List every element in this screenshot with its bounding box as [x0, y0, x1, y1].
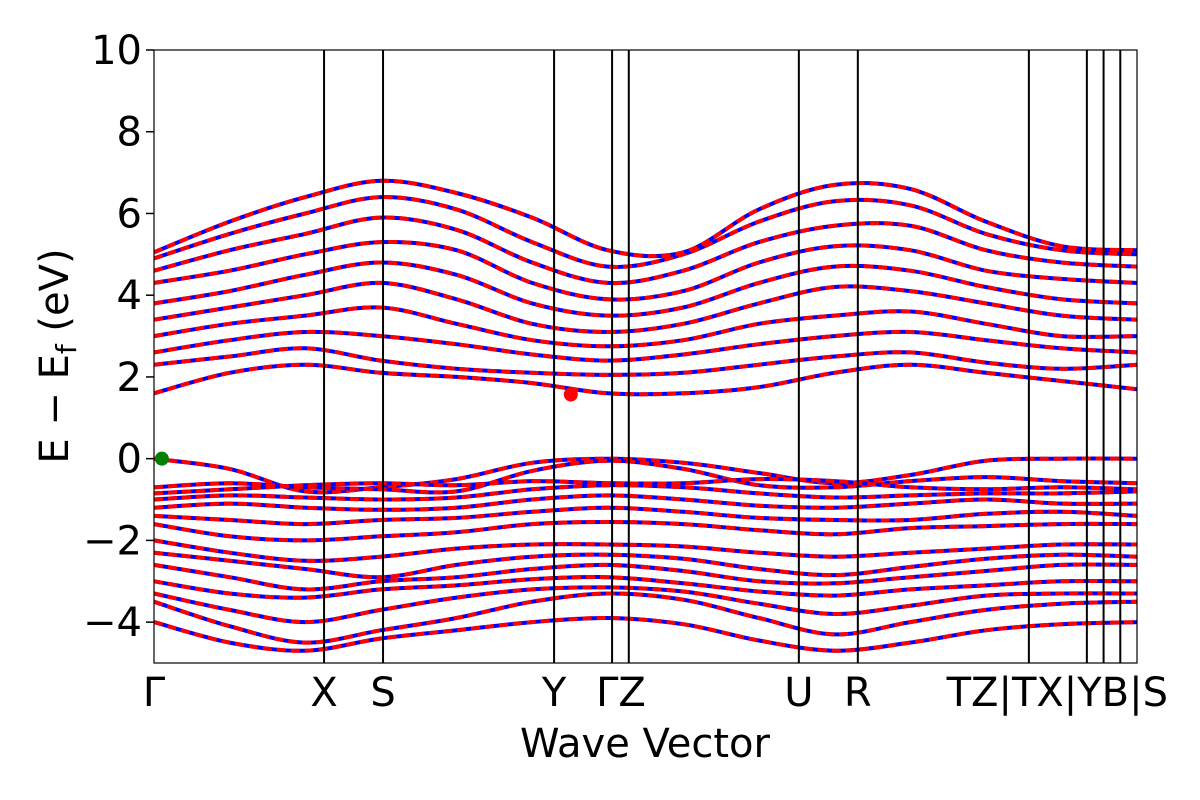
conduction-band-5-spin-up — [153, 280, 1138, 335]
y-tick-label: 10 — [91, 28, 142, 74]
vbm-marker — [154, 451, 169, 466]
y-axis-label-subscript: f — [50, 343, 83, 354]
x-tick-label: TZ|TX|YB|S — [946, 670, 1168, 716]
conduction-band-4-spin-up — [153, 305, 1138, 349]
cbm-marker — [563, 387, 578, 402]
valence-band-10-spin-up — [153, 562, 1138, 592]
conduction-band-9-spin-up — [153, 195, 1138, 269]
valence-band-3-spin-up — [153, 477, 1138, 496]
x-tick-label: Y — [541, 670, 567, 716]
y-tick-label: −2 — [83, 518, 142, 564]
conduction-band-10-spin-up — [153, 178, 1138, 259]
valence-band-2-spin-up — [153, 458, 1138, 495]
conduction-band-1-spin-down — [153, 362, 1138, 397]
y-axis-label: E − Ef (eV) — [32, 248, 83, 463]
valence-band-12-spin-up — [153, 585, 1138, 625]
x-axis-ticks: Γ X S Y ΓZ U R TZ|TX|YB|S — [143, 670, 1168, 716]
conduction-band-6-spin-up — [153, 260, 1138, 318]
valence-band-7-spin-up — [153, 519, 1138, 543]
y-tick-label: 0 — [117, 437, 142, 483]
y-tick-label: 8 — [117, 110, 142, 156]
plot-frame — [153, 49, 1138, 664]
valence-band-1-spin-up — [153, 456, 1138, 495]
x-axis-label: Wave Vector — [520, 721, 771, 767]
valence-band-12-spin-down — [153, 585, 1138, 625]
y-tick-label: 2 — [117, 355, 142, 401]
valence-band-11-spin-up — [153, 575, 1138, 600]
kpoint-lines — [323, 50, 1122, 663]
y-tick-label: −4 — [83, 600, 142, 646]
conduction-band-10-spin-down — [153, 178, 1138, 259]
y-axis-label-unit: (eV) — [32, 248, 78, 344]
x-tick-label: X — [310, 670, 337, 716]
conduction-band-2-spin-down — [153, 346, 1138, 377]
conduction-band-8-spin-up — [153, 215, 1138, 286]
valence-band-9-spin-up — [153, 550, 1138, 580]
y-tick-label: 6 — [117, 191, 142, 237]
conduction-band-7-spin-up — [153, 239, 1138, 302]
band-lines — [153, 178, 1138, 653]
x-tick-label: R — [844, 670, 872, 716]
valence-band-8-spin-up — [153, 538, 1138, 563]
band-edge-markers — [154, 387, 578, 466]
y-axis-label-main: E − E — [32, 354, 78, 464]
valence-band-5-spin-up — [153, 493, 1138, 512]
valence-band-4-spin-up — [153, 483, 1138, 502]
x-tick-label: U — [784, 670, 813, 716]
conduction-band-2-spin-up — [153, 346, 1138, 377]
x-tick-label: ΓZ — [596, 670, 646, 716]
y-tick-label: 4 — [117, 273, 142, 319]
valence-band-14-spin-up — [153, 615, 1138, 653]
x-tick-label: S — [370, 670, 395, 716]
valence-band-6-spin-up — [153, 505, 1138, 527]
conduction-band-1-spin-up — [153, 362, 1138, 397]
y-axis-ticks: −4 −2 0 2 4 6 8 10 — [83, 28, 154, 646]
valence-band-13-spin-up — [153, 591, 1138, 645]
x-tick-label: Γ — [143, 670, 166, 716]
conduction-band-3-spin-up — [153, 329, 1138, 363]
